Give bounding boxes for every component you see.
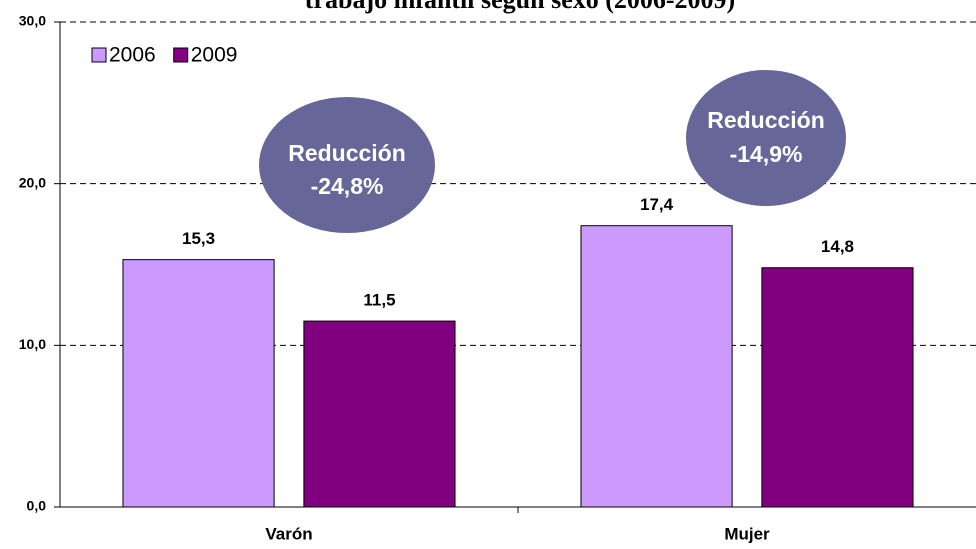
bar — [580, 225, 733, 508]
y-tick-label: 10,0 — [19, 336, 46, 352]
value-label: 11,5 — [363, 291, 395, 310]
annotation-bubble — [259, 97, 435, 233]
bar — [122, 259, 275, 508]
annotation-text: Reducción — [707, 107, 825, 133]
value-label: 15,3 — [182, 229, 215, 248]
legend-swatch — [173, 47, 189, 63]
bar — [303, 320, 456, 508]
bar — [761, 267, 914, 508]
y-tick-label: 20,0 — [19, 174, 46, 190]
legend-label: 2009 — [191, 44, 238, 67]
value-label: 17,4 — [640, 195, 674, 214]
annotation: Reducción -14,9% — [686, 70, 846, 206]
annotation-bubble — [686, 70, 846, 206]
annotation: Reducción -24,8% — [259, 97, 435, 233]
annotation-text: -14,9% — [730, 141, 803, 167]
legend-swatch — [91, 47, 107, 63]
legend-label: 2006 — [109, 44, 156, 67]
annotation-text: -24,8% — [311, 173, 384, 199]
annotation-text: Reducción — [288, 140, 406, 166]
y-tick-label: 0,0 — [27, 498, 47, 514]
y-tick-label: 30,0 — [19, 13, 46, 29]
value-label: 14,8 — [821, 237, 854, 256]
chart-title: trabajo infantil según sexo (2006-2009) — [305, 0, 735, 14]
x-tick-label: Mujer — [724, 524, 770, 543]
x-tick-label: Varón — [265, 524, 312, 543]
